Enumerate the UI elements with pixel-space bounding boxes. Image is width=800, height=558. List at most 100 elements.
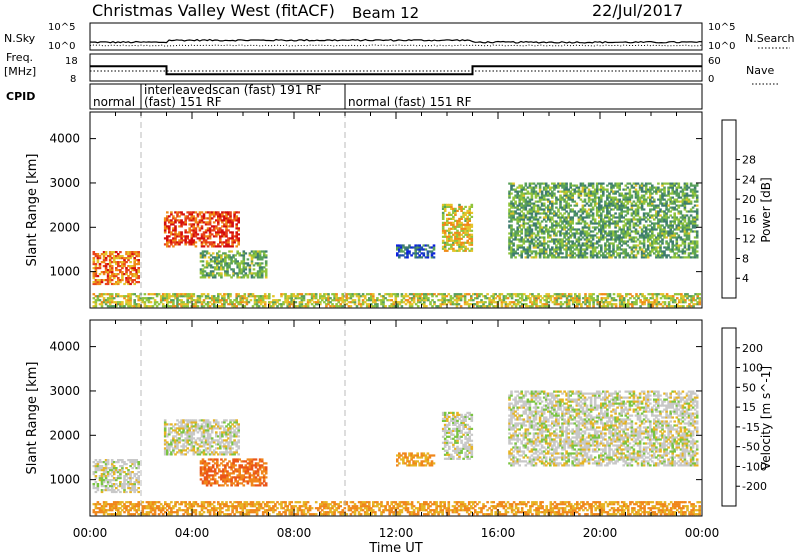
heatmap-cell — [268, 295, 271, 297]
heatmap-cell — [121, 303, 124, 305]
heatmap-cell — [235, 225, 238, 227]
heatmap-cell — [107, 475, 110, 477]
heatmap-cell — [680, 236, 683, 238]
heatmap-cell — [567, 214, 570, 216]
heatmap-cell — [629, 228, 632, 230]
heatmap-cell — [529, 248, 532, 250]
nsearch-tick-bottom: 10^0 — [708, 41, 735, 52]
heatmap-cell — [129, 297, 132, 299]
heatmap-cell — [637, 210, 640, 212]
heatmap-cell — [565, 250, 568, 252]
heatmap-cell — [584, 303, 587, 305]
heatmap-cell — [512, 199, 515, 201]
heatmap-cell — [547, 256, 550, 258]
heatmap-cell — [533, 203, 536, 205]
heatmap-cell — [618, 234, 621, 236]
beam-label: Beam 12 — [352, 4, 419, 22]
heatmap-cell — [203, 245, 206, 247]
heatmap-cell — [608, 195, 611, 197]
heatmap-cell — [692, 295, 695, 297]
heatmap-cell — [307, 303, 310, 305]
heatmap-cell — [458, 240, 461, 242]
heatmap-cell — [476, 303, 479, 305]
heatmap-cell — [592, 303, 595, 305]
heatmap-cell — [452, 224, 455, 226]
heatmap-cell — [121, 267, 124, 269]
heatmap-cell — [244, 293, 247, 295]
heatmap-cell — [509, 303, 512, 305]
heatmap-cell — [170, 211, 173, 213]
heatmap-cell — [696, 236, 699, 238]
heatmap-cell — [571, 216, 574, 218]
heatmap-cell — [657, 222, 660, 224]
heatmap-cell — [460, 238, 463, 240]
heatmap-cell — [490, 303, 493, 305]
heatmap-cell — [686, 185, 689, 187]
heatmap-cell — [649, 195, 652, 197]
heatmap-cell — [580, 195, 583, 197]
heatmap-cell — [252, 293, 255, 295]
heatmap-cell — [557, 254, 560, 256]
heatmap-cell — [254, 297, 257, 299]
heatmap-cell — [545, 303, 548, 305]
heatmap-cell — [555, 203, 558, 205]
heatmap-cell — [520, 185, 523, 187]
heatmap-cell — [191, 297, 194, 299]
heatmap-cell — [696, 232, 699, 234]
heatmap-cell — [206, 250, 209, 252]
heatmap-cell — [505, 301, 508, 303]
heatmap-cell — [641, 293, 644, 295]
heatmap-cell — [251, 262, 254, 264]
heatmap-cell — [184, 239, 187, 241]
heatmap-cell — [212, 270, 215, 272]
heatmap-cell — [418, 250, 421, 252]
heatmap-cell — [505, 295, 508, 297]
heatmap-cell — [111, 265, 114, 267]
heatmap-cell — [507, 297, 510, 299]
heatmap-cell — [231, 243, 234, 245]
heatmap-cell — [121, 271, 124, 273]
heatmap-cell — [633, 216, 636, 218]
heatmap-cell — [671, 224, 674, 226]
heatmap-cell — [224, 258, 227, 260]
heatmap-cell — [565, 252, 568, 254]
heatmap-cell — [543, 218, 546, 220]
heatmap-cell — [639, 222, 642, 224]
heatmap-cell — [537, 210, 540, 212]
heatmap-cell — [527, 191, 530, 193]
heatmap-cell — [533, 208, 536, 210]
heatmap-cell — [220, 272, 223, 274]
heatmap-cell — [673, 222, 676, 224]
heatmap-cell — [682, 222, 685, 224]
heatmap-cell — [574, 293, 577, 295]
heatmap-cell — [217, 221, 220, 223]
heatmap-cell — [548, 293, 551, 295]
heatmap-cell — [193, 239, 196, 241]
heatmap-cell — [93, 259, 96, 261]
heatmap-cell — [508, 208, 511, 210]
heatmap-cell — [680, 187, 683, 189]
nsearch-line — [90, 45, 702, 46]
heatmap-cell — [641, 187, 644, 189]
heatmap-cell — [688, 234, 691, 236]
heatmap-cell — [610, 218, 613, 220]
heatmap-cell — [625, 214, 628, 216]
heatmap-cell — [618, 187, 621, 189]
heatmap-cell — [688, 224, 691, 226]
heatmap-cell — [423, 252, 426, 254]
heatmap-cell — [608, 252, 611, 254]
heatmap-cell — [578, 236, 581, 238]
heatmap-cell — [588, 226, 591, 228]
heatmap-cell — [249, 270, 252, 272]
heatmap-cell — [612, 208, 615, 210]
heatmap-cell — [512, 228, 515, 230]
heatmap-cell — [680, 197, 683, 199]
heatmap-cell — [210, 264, 213, 266]
heatmap-cell — [598, 210, 601, 212]
heatmap-cell — [408, 250, 411, 252]
heatmap-cell — [191, 213, 194, 215]
heatmap-cell — [201, 225, 204, 227]
heatmap-cell — [557, 210, 560, 212]
heatmap-cell — [152, 297, 155, 299]
heatmap-cell — [93, 257, 96, 259]
